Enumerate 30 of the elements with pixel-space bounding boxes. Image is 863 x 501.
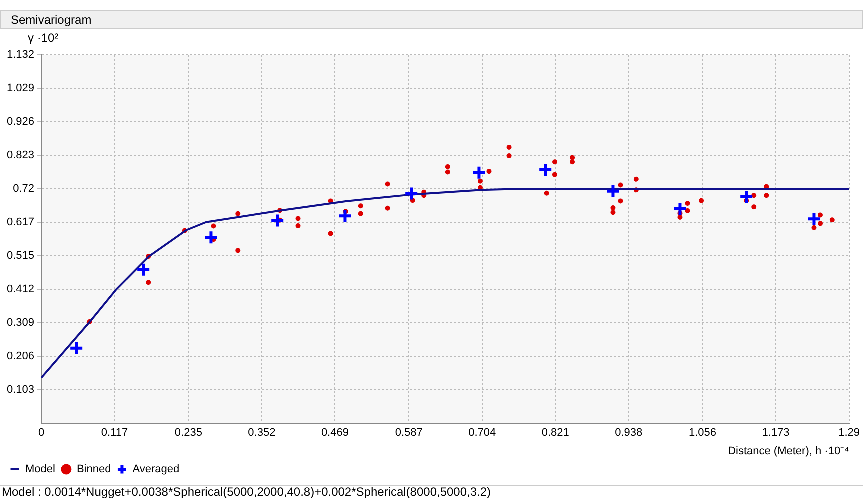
y-tick-label: 0.103 <box>6 384 35 396</box>
x-axis-title: Distance (Meter), h ·10⁻⁴ <box>728 445 850 458</box>
y-tick-label: 0.412 <box>6 283 35 296</box>
y-tick-label: 0.72 <box>13 183 35 196</box>
x-tick-label: 0.821 <box>542 427 570 440</box>
x-tick-label: 1.056 <box>689 427 717 440</box>
y-tick-label: 0.515 <box>6 250 35 262</box>
y-tick-label: 0.926 <box>6 116 35 128</box>
y-tick-label: 1.132 <box>6 49 35 62</box>
legend-label: Model <box>26 464 56 476</box>
y-tick-label: 0.823 <box>6 150 35 162</box>
y-tick-label: 0.617 <box>6 216 35 229</box>
legend-label: Averaged <box>132 464 180 476</box>
x-tick-label: 0.235 <box>174 427 202 440</box>
x-tick-label: 0.587 <box>395 427 423 440</box>
y-axis-title: γ ·10² <box>28 31 59 45</box>
x-tick-label: 0.469 <box>321 427 349 440</box>
y-tick-label: 0.309 <box>6 317 35 330</box>
y-tick-label: 1.029 <box>6 82 35 95</box>
x-tick-label: 0.117 <box>101 427 128 440</box>
x-tick-label: 1.29 <box>838 427 860 440</box>
x-tick-label: 0.938 <box>615 427 643 440</box>
x-tick-label: 0.704 <box>468 427 496 440</box>
x-tick-label: 0 <box>38 427 45 440</box>
chart-title: Semivariogram <box>0 10 863 29</box>
text: Model : 0.0014*Nugget+0.0038*Spherical(5000,2000,40.8)+0.002*Spherical(8000,5000,3.2) <box>0 485 863 499</box>
x-tick-label: 0.352 <box>248 427 276 440</box>
legend-label: Binned <box>76 464 112 476</box>
y-tick-label: 0.206 <box>6 350 35 363</box>
x-tick-label: 1.173 <box>762 427 790 440</box>
